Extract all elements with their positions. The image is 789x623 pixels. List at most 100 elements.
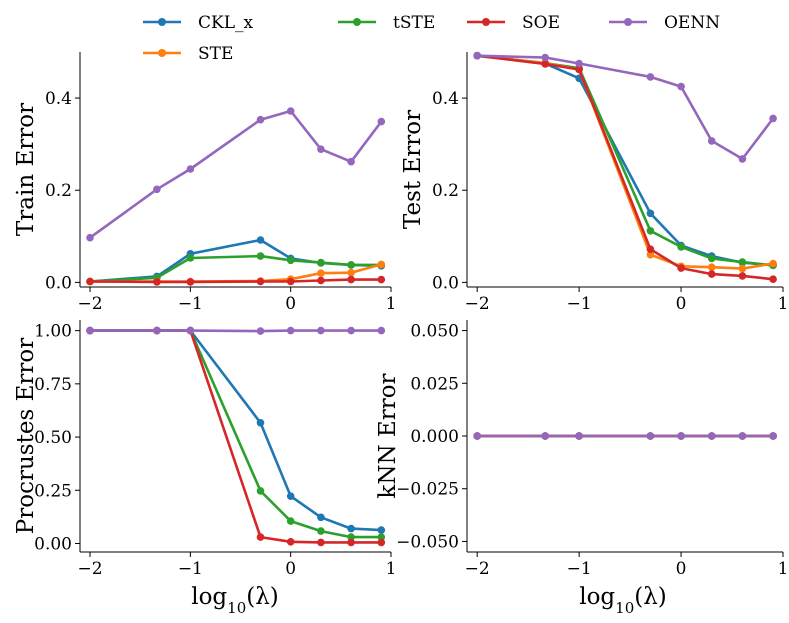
series-oenn [473, 432, 777, 440]
legend: CKL_x tSTE SOE OENN STE [143, 13, 720, 64]
data-point [738, 258, 747, 266]
x-tick-label: 1 [778, 559, 789, 579]
y-tick-label: 0.4 [45, 89, 72, 109]
y-axis-label: Test Error [400, 110, 426, 229]
data-point [473, 432, 482, 440]
data-point [738, 272, 747, 280]
x-tick-label: −1 [567, 559, 592, 579]
x-tick-label: 1 [386, 294, 397, 314]
x-tick-label: 0 [676, 559, 687, 579]
y-tick-label: −0.050 [396, 532, 459, 552]
x-tick-label: −2 [465, 294, 490, 314]
x-tick-label: 0 [676, 294, 687, 314]
data-point [186, 326, 195, 335]
data-point [377, 526, 386, 534]
data-point [347, 538, 355, 547]
legend-marker-ckl-x [158, 18, 166, 26]
series-tste [473, 51, 777, 270]
series-ckl-x [86, 326, 386, 534]
data-point [286, 277, 295, 286]
data-point [347, 533, 355, 541]
data-point [769, 275, 777, 284]
series-line-ckl-x [90, 329, 382, 532]
data-point [707, 432, 716, 440]
legend-marker-tste [353, 18, 361, 26]
x-axis-label-subscript: 10 [615, 599, 634, 617]
data-point [707, 270, 716, 278]
series-line-ste [477, 54, 774, 270]
legend-item-soe: SOE [467, 13, 560, 33]
y-tick-label: 0.2 [432, 181, 459, 201]
data-point [377, 538, 386, 547]
y-tick-label: 0.75 [34, 375, 72, 395]
data-point [317, 258, 325, 267]
data-point [317, 145, 325, 153]
legend-item-ckl-x: CKL_x [143, 13, 253, 33]
series-ckl-x [473, 51, 777, 270]
x-tick-label: −2 [465, 559, 490, 579]
y-tick-label: 0.00 [34, 534, 72, 554]
data-point [186, 254, 195, 262]
x-tick-label: −2 [78, 294, 103, 314]
data-point [347, 524, 355, 533]
data-point [256, 236, 265, 244]
legend-marker-soe [482, 18, 490, 26]
series-tste [86, 326, 386, 541]
x-tick-label: 1 [386, 559, 397, 579]
legend-label-ste: STE [198, 44, 233, 64]
data-point [286, 492, 295, 501]
y-tick-label: 0.50 [34, 428, 72, 448]
y-tick-label: 0.4 [432, 89, 459, 109]
data-point [256, 487, 265, 495]
data-point [286, 256, 295, 265]
series-line-tste [477, 54, 774, 267]
series-line-tste [89, 254, 382, 283]
x-axis-label-subscript: 10 [227, 599, 246, 617]
x-tick-label: 0 [285, 559, 296, 579]
data-point [646, 227, 655, 235]
data-point [256, 252, 265, 260]
data-point [286, 517, 295, 525]
series-line-ckl-x [89, 238, 382, 283]
data-point [377, 326, 386, 335]
y-tick-label: 0.2 [45, 181, 72, 201]
legend-marker-oenn [624, 18, 632, 26]
legend-label-soe: SOE [522, 13, 560, 33]
data-point [769, 259, 777, 268]
data-point [347, 268, 355, 277]
data-point [256, 327, 265, 335]
series-line-oenn [89, 109, 383, 239]
data-point [707, 263, 716, 272]
data-point [769, 432, 777, 440]
data-point [707, 137, 716, 145]
panel-procrustes-error: 0.00 0.25 0.50 0.75 1.00 −2 −1 0 1 Procrustes Err… [13, 320, 396, 579]
data-point [575, 59, 583, 68]
series-line-tste [90, 329, 382, 539]
data-point [186, 278, 195, 286]
data-point [473, 51, 482, 60]
data-point [541, 60, 549, 68]
data-point [738, 264, 747, 273]
y-tick-label: 0.0 [45, 273, 72, 293]
x-tick-label: 1 [778, 294, 789, 314]
series-oenn [86, 326, 386, 335]
x-tick-label: −2 [78, 559, 103, 579]
y-axis-label: Train Error [13, 103, 39, 236]
series-line-ckl-x [477, 54, 774, 267]
series-ste [473, 51, 777, 273]
panel-knn-error: −0.050 −0.025 0.000 0.025 0.050 −2 −1 0 1 kNN Err… [375, 320, 788, 579]
series-line-soe [477, 54, 774, 281]
x-tick-label: 0 [285, 294, 296, 314]
data-point [646, 73, 655, 81]
data-point [707, 254, 716, 263]
data-point [377, 275, 386, 284]
data-point [347, 275, 355, 284]
x-tick-label: −1 [178, 294, 203, 314]
data-point [317, 527, 325, 535]
x-axis-label-argument: (λ) [634, 584, 667, 610]
data-point [769, 114, 777, 123]
data-point [646, 209, 655, 218]
x-axis-label: log10(λ) [579, 584, 667, 617]
